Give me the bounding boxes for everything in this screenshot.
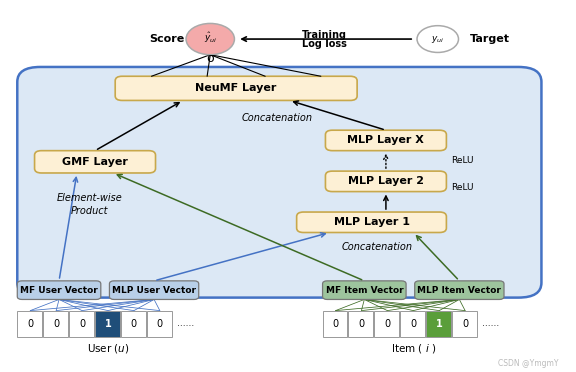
Text: MLP Layer 2: MLP Layer 2 — [348, 176, 424, 186]
Text: MLP Item Vector: MLP Item Vector — [418, 286, 501, 295]
Text: NeuMF Layer: NeuMF Layer — [195, 83, 277, 93]
FancyBboxPatch shape — [415, 281, 504, 299]
Bar — [400, 311, 425, 337]
Text: MF User Vector: MF User Vector — [20, 286, 98, 295]
Text: Training: Training — [301, 30, 347, 39]
Text: MF Item Vector: MF Item Vector — [325, 286, 403, 295]
Text: CSDN @YmgmY: CSDN @YmgmY — [498, 359, 559, 368]
Text: Target: Target — [469, 34, 509, 44]
Text: 0: 0 — [79, 319, 85, 328]
Bar — [426, 311, 451, 337]
Text: 1: 1 — [105, 319, 111, 328]
Circle shape — [186, 23, 234, 55]
FancyBboxPatch shape — [325, 130, 446, 151]
Bar — [147, 311, 172, 337]
Bar — [121, 311, 146, 337]
Text: Concatenation: Concatenation — [242, 113, 313, 123]
Text: MLP Layer 1: MLP Layer 1 — [334, 217, 410, 227]
FancyBboxPatch shape — [115, 76, 357, 100]
Text: 0: 0 — [131, 319, 137, 328]
Text: ......: ...... — [177, 319, 194, 328]
FancyBboxPatch shape — [297, 212, 446, 232]
Text: 0: 0 — [462, 319, 468, 328]
Text: MLP Layer X: MLP Layer X — [347, 135, 425, 145]
Text: Log loss: Log loss — [302, 39, 346, 48]
FancyBboxPatch shape — [109, 281, 199, 299]
Text: Concatenation: Concatenation — [342, 242, 413, 251]
Text: 1: 1 — [436, 319, 442, 328]
Bar — [348, 311, 373, 337]
FancyBboxPatch shape — [17, 67, 541, 298]
FancyBboxPatch shape — [35, 151, 156, 173]
Text: GMF Layer: GMF Layer — [62, 157, 128, 167]
Bar — [69, 311, 94, 337]
Text: 0: 0 — [332, 319, 339, 328]
Text: 0: 0 — [53, 319, 59, 328]
Text: 0: 0 — [358, 319, 365, 328]
Text: $\hat{y}_{ui}$: $\hat{y}_{ui}$ — [203, 30, 217, 45]
Text: 0: 0 — [384, 319, 391, 328]
Text: Score: Score — [149, 34, 185, 44]
Bar — [323, 311, 347, 337]
Text: MLP User Vector: MLP User Vector — [112, 286, 196, 295]
Text: Element-wise
Product: Element-wise Product — [56, 193, 122, 216]
Circle shape — [417, 26, 458, 52]
Text: ......: ...... — [483, 319, 499, 328]
Text: Item ( $i$ ): Item ( $i$ ) — [391, 342, 436, 355]
Text: 0: 0 — [157, 319, 163, 328]
Text: 0: 0 — [27, 319, 33, 328]
Text: ReLU: ReLU — [451, 156, 473, 166]
FancyBboxPatch shape — [17, 281, 101, 299]
FancyBboxPatch shape — [325, 171, 446, 192]
Bar — [95, 311, 120, 337]
Text: User ($u$): User ($u$) — [86, 342, 130, 355]
Text: σ: σ — [206, 52, 214, 65]
Bar — [374, 311, 399, 337]
Bar — [43, 311, 68, 337]
Text: 0: 0 — [410, 319, 416, 328]
Text: ReLU: ReLU — [451, 183, 473, 192]
Text: $y_{ui}$: $y_{ui}$ — [431, 33, 445, 45]
Bar — [452, 311, 477, 337]
FancyBboxPatch shape — [323, 281, 406, 299]
Bar — [17, 311, 42, 337]
